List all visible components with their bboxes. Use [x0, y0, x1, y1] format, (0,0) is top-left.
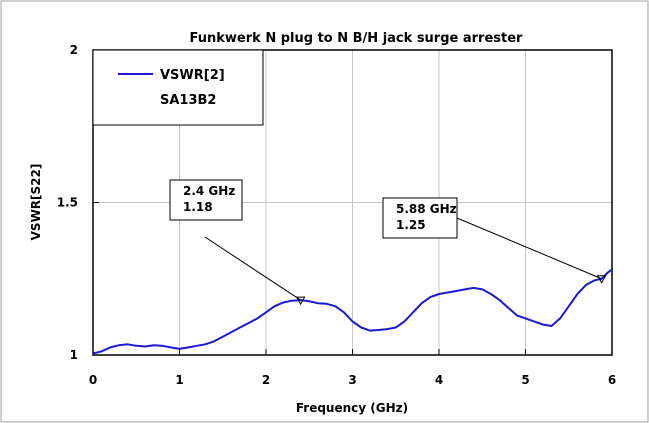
y-axis-label: VSWR[S22]	[29, 164, 43, 241]
x-tick-label: 1	[175, 373, 183, 387]
marker-leader-line	[204, 236, 301, 301]
marker-group: 2.4 GHz 1.18 5.88 GHz 1.25	[169, 179, 607, 306]
marker-box	[169, 179, 243, 221]
marker-triangle	[295, 296, 306, 306]
legend-series-label: SA13B2	[160, 93, 216, 108]
marker-triangle	[596, 275, 607, 284]
x-tick-label: 6	[608, 373, 616, 387]
marker-frequency: 2.4 GHz	[183, 184, 235, 198]
x-tick-label: 4	[435, 373, 443, 387]
series-line-vswr	[92, 268, 613, 355]
legend-box	[92, 49, 264, 126]
legend: VSWR[2] SA13B2	[92, 49, 264, 126]
y-tick-label: 1	[70, 348, 78, 362]
series-group	[92, 268, 613, 355]
legend-series-name: VSWR[2]	[160, 68, 225, 83]
marker-box	[382, 197, 458, 239]
x-tick-label: 0	[89, 373, 97, 387]
x-tick-label: 5	[521, 373, 529, 387]
x-axis-label: Frequency (GHz)	[296, 401, 408, 415]
marker-leader-line	[456, 217, 602, 280]
y-tick-label: 1.5	[57, 196, 78, 210]
y-tick-label: 2	[70, 43, 78, 57]
x-tick-label: 3	[348, 373, 356, 387]
chart-title: Funkwerk N plug to N B/H jack surge arre…	[190, 31, 524, 46]
marker-value: 1.18	[183, 200, 213, 214]
x-tick-label: 2	[262, 373, 270, 387]
marker-value: 1.25	[396, 218, 426, 232]
x-axis-ticks: 0 1 2 3 4 5 6	[89, 349, 616, 387]
marker-frequency: 5.88 GHz	[396, 202, 457, 216]
